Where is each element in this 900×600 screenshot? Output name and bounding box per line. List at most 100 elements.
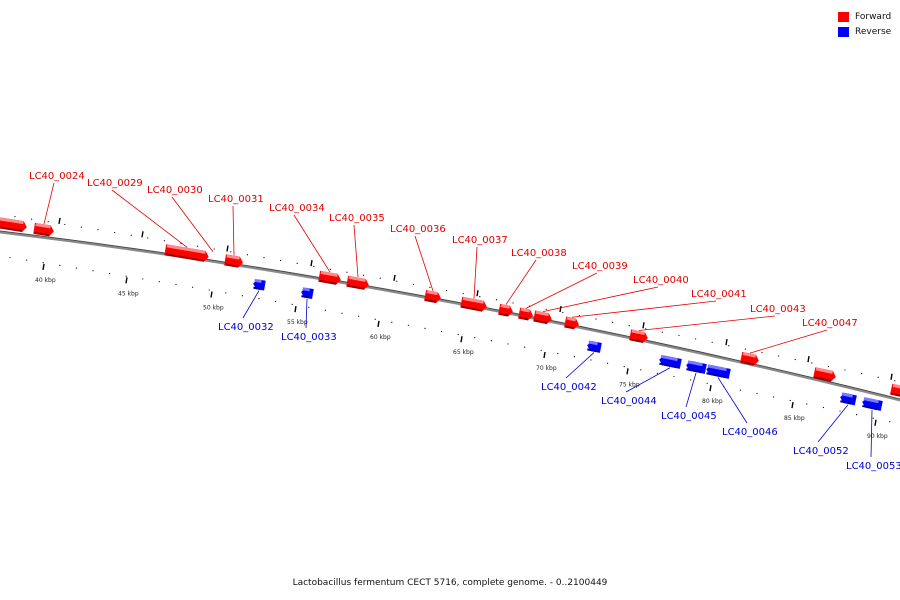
gene-label[interactable]: LC40_0038: [511, 248, 567, 259]
gene-highlight: [320, 270, 338, 277]
gene-label[interactable]: LC40_0041: [691, 289, 747, 300]
reverse-gene[interactable]: [685, 360, 707, 374]
gene-label[interactable]: LC40_0053: [846, 461, 900, 472]
gene-label[interactable]: LC40_0046: [722, 427, 778, 438]
gene-label[interactable]: LC40_0043: [750, 304, 806, 315]
major-tick-upper: [642, 322, 645, 329]
gene-label[interactable]: LC40_0030: [147, 185, 203, 196]
minor-tick-upper: [844, 369, 846, 371]
reverse-gene[interactable]: [252, 278, 266, 291]
minor-tick-upper: [396, 280, 398, 282]
forward-gene[interactable]: [460, 296, 488, 313]
legend-forward-label: Forward: [855, 11, 892, 22]
reverse-gene[interactable]: [586, 340, 602, 353]
gene-label[interactable]: LC40_0034: [269, 203, 325, 214]
gene-shadow: [319, 279, 337, 285]
gene-highlight: [535, 310, 549, 317]
minor-tick-lower: [358, 315, 360, 317]
minor-tick-upper: [894, 380, 896, 382]
gene-highlight: [566, 316, 576, 322]
minor-tick-upper: [778, 355, 780, 357]
minor-tick-lower: [690, 379, 692, 381]
gene-shadow: [814, 376, 832, 382]
reverse-gene[interactable]: [300, 287, 314, 299]
minor-tick-upper: [479, 296, 481, 298]
leader-line: [542, 286, 659, 313]
minor-tick-upper: [744, 348, 747, 350]
gene-shadow: [862, 404, 878, 411]
gene-highlight: [500, 304, 510, 309]
gene-highlight: [348, 275, 366, 282]
gene-label[interactable]: LC40_0040: [633, 275, 689, 286]
forward-gene[interactable]: [0, 217, 28, 233]
genome-backbone: [0, 230, 900, 402]
gene-label[interactable]: LC40_0047: [802, 318, 858, 329]
forward-gene[interactable]: [518, 307, 534, 321]
gene-features: [0, 217, 900, 411]
forward-gene[interactable]: [33, 222, 54, 237]
minor-tick-lower: [258, 298, 260, 300]
gene-label[interactable]: LC40_0035: [329, 213, 385, 224]
forward-gene[interactable]: [889, 383, 900, 398]
tick-label: 50 kbp: [203, 305, 224, 312]
forward-gene[interactable]: [533, 310, 553, 325]
gene-highlight: [631, 329, 645, 336]
forward-gene[interactable]: [564, 316, 580, 330]
minor-tick-upper: [877, 376, 879, 378]
reverse-gene[interactable]: [658, 354, 682, 369]
tick-label: 80 kbp: [702, 398, 723, 405]
gene-highlight: [254, 278, 262, 283]
gene-highlight: [863, 397, 879, 404]
reverse-gene[interactable]: [861, 397, 883, 411]
gene-label[interactable]: LC40_0031: [208, 194, 264, 205]
gene-label[interactable]: LC40_0042: [541, 382, 597, 393]
gene-highlight: [166, 244, 206, 254]
gene-label[interactable]: LC40_0024: [29, 171, 85, 182]
gene-label[interactable]: LC40_0039: [572, 261, 628, 272]
forward-gene[interactable]: [498, 303, 514, 317]
minor-tick-upper: [64, 223, 66, 226]
genome-title: Lactobacillus fermentum CECT 5716, compl…: [292, 578, 608, 588]
minor-tick-lower: [424, 327, 426, 329]
minor-tick-upper: [794, 358, 796, 361]
gene-label[interactable]: LC40_0029: [87, 178, 143, 189]
minor-tick-upper: [163, 240, 165, 242]
forward-gene[interactable]: [318, 270, 342, 286]
gene-shadow: [34, 231, 50, 237]
forward-gene[interactable]: [740, 351, 760, 366]
forward-gene[interactable]: [629, 329, 649, 343]
minor-tick-lower: [275, 300, 277, 303]
major-tick-lower: [42, 263, 45, 271]
minor-tick-upper: [429, 286, 431, 288]
gene-label[interactable]: LC40_0045: [661, 411, 717, 422]
forward-gene[interactable]: [346, 275, 370, 291]
minor-tick-upper: [446, 289, 448, 292]
reverse-gene[interactable]: [705, 364, 731, 379]
leader-line: [43, 182, 55, 225]
gene-label[interactable]: LC40_0037: [452, 235, 508, 246]
tick-label: 60 kbp: [370, 334, 391, 341]
leader-line: [749, 329, 828, 354]
minor-tick-upper: [462, 292, 464, 295]
minor-tick-upper: [313, 265, 315, 267]
gene-highlight: [660, 354, 678, 362]
forward-gene[interactable]: [813, 367, 837, 382]
gene-shadow: [519, 316, 529, 321]
leader-lines: [43, 182, 873, 458]
gene-shadow: [565, 325, 575, 330]
gene-label[interactable]: LC40_0033: [281, 332, 337, 343]
gene-label[interactable]: LC40_0032: [218, 322, 274, 333]
gene-label[interactable]: LC40_0044: [601, 396, 657, 407]
minor-tick-upper: [47, 221, 49, 223]
forward-gene[interactable]: [424, 289, 442, 304]
gene-highlight: [588, 340, 598, 346]
forward-gene[interactable]: [164, 244, 209, 262]
leader-line: [111, 189, 188, 248]
leader-line: [525, 272, 598, 309]
forward-gene[interactable]: [224, 254, 244, 268]
gene-shadow: [425, 299, 437, 303]
leader-line: [571, 300, 717, 318]
gene-label[interactable]: LC40_0052: [793, 446, 849, 457]
gene-label[interactable]: LC40_0036: [390, 224, 446, 235]
reverse-gene[interactable]: [839, 392, 857, 406]
